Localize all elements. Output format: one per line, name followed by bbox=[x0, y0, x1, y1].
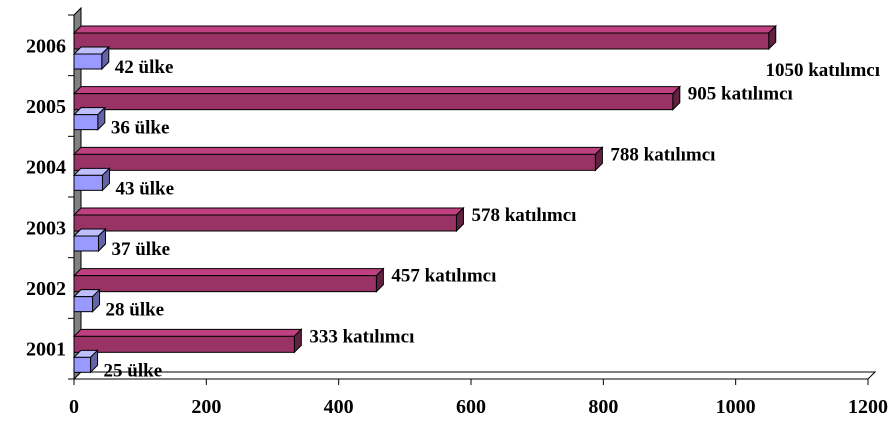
countries-bar bbox=[72, 106, 107, 131]
participants-data-label: 1050 katılımcı bbox=[765, 60, 880, 81]
y-tick-label: 2001 bbox=[26, 339, 66, 361]
countries-data-label: 25 ülke bbox=[104, 360, 163, 381]
data-labels: 333 katılımcı 25 ülke 457 katılımcı 28 ülke… bbox=[104, 57, 880, 381]
axis-ticks: 0 200 400 600 800 1000 1200 2001 2002 2003 2004 200… bbox=[26, 14, 888, 418]
participants-bar-front bbox=[73, 275, 377, 293]
countries-data-label: 28 ülke bbox=[106, 300, 165, 321]
countries-data-label: 43 ülke bbox=[115, 178, 174, 199]
participants-bar-top bbox=[72, 268, 385, 277]
x-tick-label: 600 bbox=[456, 396, 486, 418]
x-tick-label: 1000 bbox=[716, 396, 756, 418]
participants-bar-front bbox=[73, 214, 457, 232]
participants-bar-top bbox=[72, 86, 682, 95]
participants-bar-front bbox=[73, 153, 596, 171]
participants-data-label: 333 katılımcı bbox=[309, 326, 414, 347]
participants-bar-top bbox=[72, 25, 777, 34]
participants-bar-front bbox=[73, 335, 295, 353]
participants-bar-front bbox=[73, 93, 674, 111]
participants-bar bbox=[72, 206, 465, 233]
countries-bar bbox=[72, 45, 110, 71]
participants-bar bbox=[72, 267, 385, 293]
countries-bar-front bbox=[73, 296, 94, 313]
countries-data-label: 36 ülke bbox=[111, 118, 170, 139]
participants-bar bbox=[72, 328, 303, 354]
y-tick-label: 2004 bbox=[26, 157, 66, 179]
participants-bar bbox=[72, 85, 682, 111]
floor bbox=[72, 371, 877, 380]
y-tick-label: 2005 bbox=[26, 96, 66, 118]
participants-bar-top bbox=[72, 328, 303, 337]
participants-data-label: 788 katılımcı bbox=[610, 144, 715, 165]
y-tick-label: 2003 bbox=[26, 217, 66, 239]
participants-data-label: 457 katılımcı bbox=[391, 266, 496, 287]
x-tick-label: 1200 bbox=[848, 396, 888, 418]
participants-data-label: 905 katılımcı bbox=[688, 84, 793, 105]
y-tick-label: 2002 bbox=[26, 278, 66, 300]
participants-bar-top bbox=[72, 207, 465, 216]
x-tick-label: 400 bbox=[324, 396, 354, 418]
participants-bar bbox=[72, 146, 604, 172]
participants-bar-front bbox=[73, 32, 770, 50]
y-tick-label: 2006 bbox=[26, 35, 66, 57]
countries-bar bbox=[72, 349, 99, 374]
countries-bar-front bbox=[73, 235, 99, 252]
x-tick-label: 800 bbox=[588, 396, 618, 418]
participants-data-label: 578 katılımcı bbox=[471, 205, 576, 226]
participants-bar-top bbox=[72, 146, 604, 155]
countries-bar bbox=[72, 288, 101, 313]
countries-bar-front bbox=[73, 53, 103, 70]
chart-walls bbox=[72, 6, 877, 381]
countries-bar bbox=[72, 227, 107, 253]
countries-data-label: 42 ülke bbox=[115, 57, 174, 78]
x-tick-label: 0 bbox=[69, 396, 79, 418]
participants-bar bbox=[72, 24, 777, 51]
countries-data-label: 37 ülke bbox=[111, 239, 170, 260]
countries-bar-front bbox=[73, 114, 99, 131]
countries-bar bbox=[72, 167, 111, 192]
x-tick-label: 200 bbox=[191, 396, 221, 418]
chart-axes bbox=[73, 15, 868, 380]
countries-bar-front bbox=[73, 174, 103, 191]
countries-bar-front bbox=[73, 356, 92, 373]
chart-bars bbox=[72, 24, 777, 374]
